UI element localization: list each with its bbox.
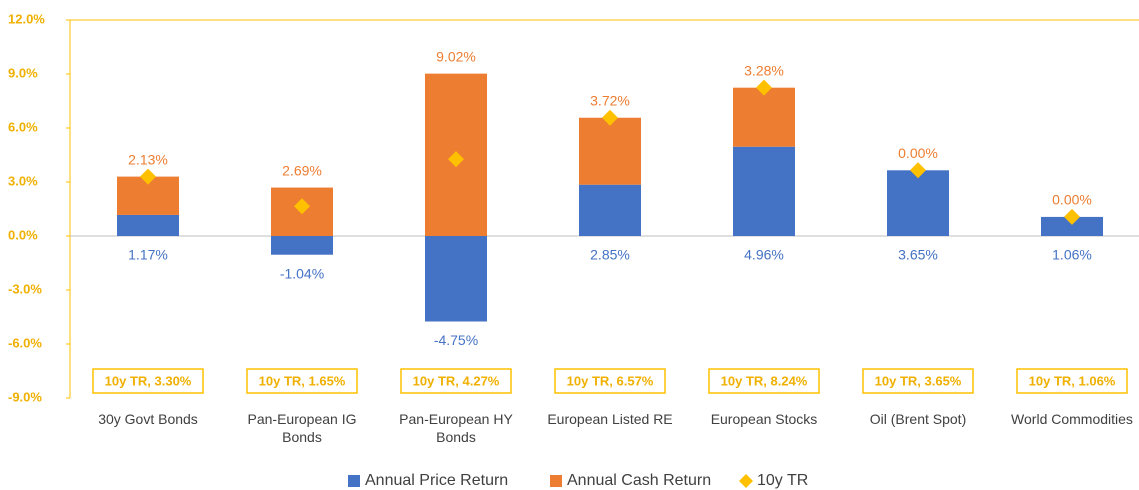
bar <box>1041 216 1103 236</box>
marker <box>140 168 156 185</box>
y-tick-label: -3.0% <box>8 281 42 296</box>
data-label: 0.00% <box>1052 192 1092 208</box>
data-label: 2.69% <box>282 162 322 178</box>
annotation: 10y TR, 4.27% <box>413 373 500 388</box>
annotation-box <box>92 368 204 394</box>
bar <box>425 236 487 322</box>
y-tick-label: -9.0% <box>8 389 42 404</box>
marker <box>294 198 310 215</box>
bar <box>887 170 949 236</box>
y-tick-label: 12.0% <box>8 11 45 26</box>
legend-swatch <box>550 475 562 487</box>
bar <box>271 236 333 255</box>
marker <box>1064 208 1080 225</box>
annotation: 10y TR, 3.65% <box>875 373 962 388</box>
annotation: 10y TR, 3.30% <box>105 373 192 388</box>
y-tick-label: 3.0% <box>8 173 38 188</box>
bar <box>579 117 641 185</box>
x-tick-label: European Listed RE <box>547 411 673 427</box>
annotation: 10y TR, 8.24% <box>721 373 808 388</box>
data-label: -1.04% <box>280 265 324 281</box>
marker <box>910 162 926 179</box>
bar <box>733 146 795 236</box>
bar <box>117 214 179 236</box>
annotation: 10y TR, 1.06% <box>1029 373 1116 388</box>
bar <box>733 87 795 147</box>
annotation-box <box>400 368 512 394</box>
marker <box>602 109 618 126</box>
data-label: 2.13% <box>128 151 168 167</box>
data-label: -4.75% <box>434 332 478 348</box>
y-tick-label: 6.0% <box>8 119 38 134</box>
annotation-box <box>708 368 820 394</box>
marker <box>756 79 772 96</box>
data-label: 2.85% <box>590 247 630 263</box>
x-tick-label: 30y Govt Bonds <box>98 411 198 427</box>
annotation: 10y TR, 6.57% <box>567 373 654 388</box>
legend-swatch <box>739 474 753 488</box>
y-tick-label: -6.0% <box>8 335 42 350</box>
x-tick-label: Pan-European IG Bonds <box>247 411 357 445</box>
legend-label: Annual Cash Return <box>567 472 711 489</box>
marker <box>448 151 464 168</box>
data-label: 3.28% <box>744 62 784 78</box>
annotation-box <box>554 368 666 394</box>
x-tick-label: European Stocks <box>710 411 818 427</box>
y-tick-label: 9.0% <box>8 65 38 80</box>
data-label: 1.17% <box>128 247 168 263</box>
data-label: 4.96% <box>744 247 784 263</box>
y-tick-label: 0.0% <box>8 227 38 242</box>
data-label: 1.06% <box>1052 247 1092 263</box>
data-label: 0.00% <box>898 145 938 161</box>
legend-label: 10y TR <box>757 472 808 489</box>
x-tick-label: Pan-European HY Bonds <box>399 411 513 445</box>
data-label: 3.72% <box>590 92 630 108</box>
bar <box>579 184 641 236</box>
annotation: 10y TR, 1.65% <box>259 373 346 388</box>
x-tick-label: World Commodities <box>1011 411 1133 427</box>
x-tick-label: Oil (Brent Spot) <box>869 411 967 427</box>
annotation-box <box>862 368 974 394</box>
legend-swatch <box>348 475 360 487</box>
data-label: 9.02% <box>436 48 476 64</box>
data-label: 3.65% <box>898 247 938 263</box>
annotation-box <box>1016 368 1128 394</box>
annotation-box <box>246 368 358 394</box>
legend-label: Annual Price Return <box>365 472 508 489</box>
